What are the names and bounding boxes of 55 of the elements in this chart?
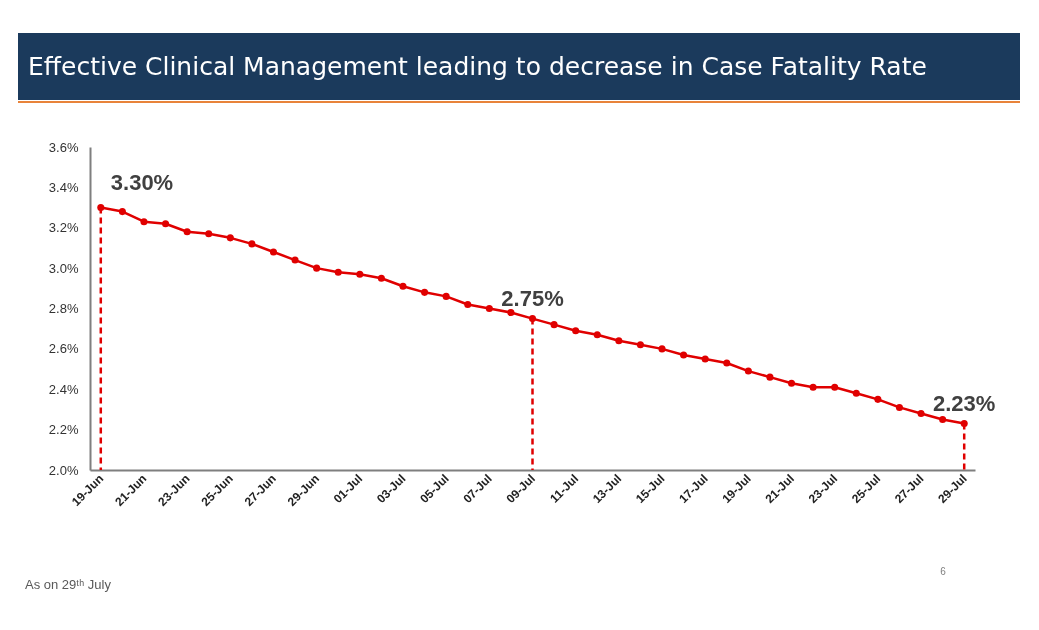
chart-title: Effective Clinical Management leading to decrease in Case Fatality Rate (28, 52, 927, 81)
point (895, 403, 903, 411)
point (118, 208, 126, 216)
point (572, 327, 580, 335)
point (313, 264, 321, 272)
point (744, 367, 752, 375)
point (723, 359, 731, 367)
data-label: 2.23% (933, 390, 996, 416)
point (550, 321, 558, 329)
y-tick-label: 3.0% (48, 260, 79, 276)
point (615, 337, 623, 345)
point (421, 288, 429, 296)
point (960, 420, 968, 428)
point (377, 274, 385, 282)
text: 6 (940, 566, 947, 577)
point (334, 268, 342, 276)
point (399, 282, 407, 290)
point (852, 389, 860, 397)
point (939, 416, 947, 424)
point (248, 240, 256, 248)
y-tick-label: 3.2% (48, 220, 79, 236)
point (507, 309, 515, 317)
y-tick-label: 2.0% (48, 462, 79, 478)
y-tick-label: 3.6% (48, 139, 79, 155)
y-tick-label: 2.4% (48, 381, 79, 397)
point (917, 409, 925, 417)
point (356, 270, 364, 278)
point (291, 256, 299, 264)
y-tick-label: 3.4% (48, 179, 79, 195)
point (269, 248, 278, 256)
y-tick-label: 2.8% (48, 301, 79, 316)
y-tick-label: 2.6% (48, 341, 79, 357)
point (485, 304, 493, 313)
point (701, 355, 709, 363)
point (658, 345, 666, 353)
point (97, 204, 105, 212)
point (442, 292, 450, 300)
point (831, 383, 839, 391)
text: As on 29ᵗʰ July (25, 577, 112, 592)
data-label: 2.75% (501, 285, 564, 311)
point (183, 228, 191, 236)
point (205, 230, 213, 238)
point (162, 220, 170, 228)
point (593, 331, 601, 339)
point (140, 218, 148, 226)
point (226, 234, 234, 242)
point (464, 300, 472, 308)
y-tick-label: 2.2% (48, 422, 79, 438)
point (636, 341, 644, 349)
point (787, 379, 796, 387)
point (874, 395, 882, 403)
data-label: 3.30% (110, 169, 174, 195)
point (766, 373, 774, 381)
point (680, 351, 688, 359)
point (809, 383, 817, 391)
